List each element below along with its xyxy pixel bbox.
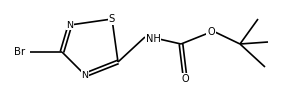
Text: Br: Br [14,47,26,57]
Text: N: N [81,71,88,80]
Text: O: O [207,27,215,37]
Text: NH: NH [145,34,160,44]
Text: N: N [66,20,73,29]
Text: O: O [181,74,189,84]
Text: S: S [109,14,115,24]
